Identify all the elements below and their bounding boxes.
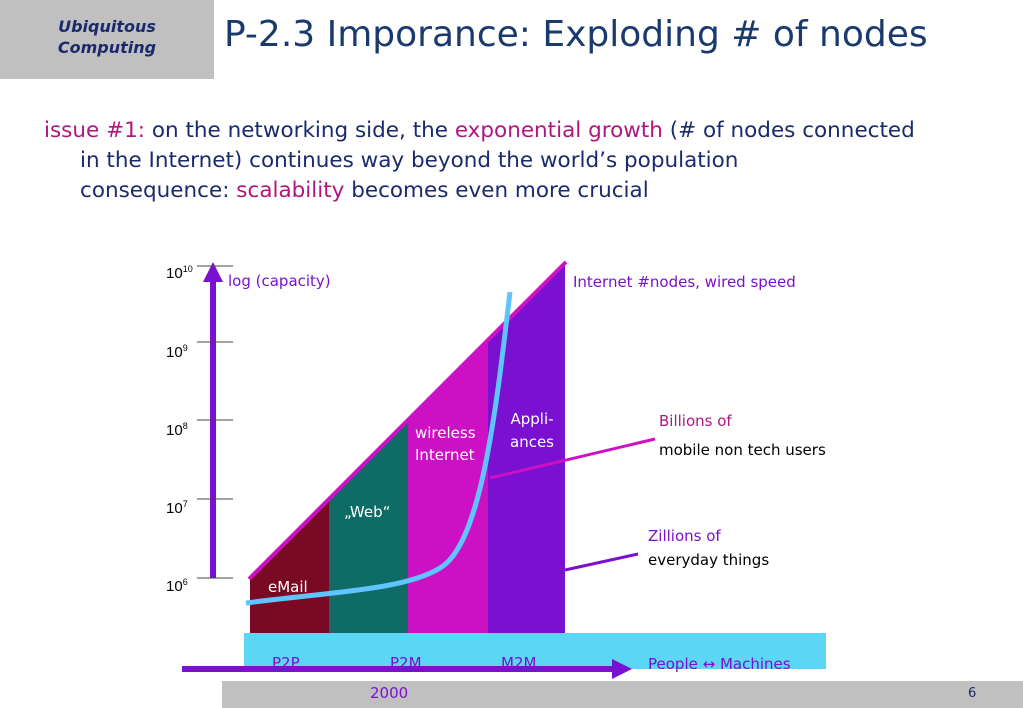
zillions-label-2: everyday things <box>648 551 769 569</box>
y-axis-label: log (capacity) <box>228 272 331 290</box>
segment-wireless <box>408 340 488 633</box>
email-label: eMail <box>268 578 308 596</box>
appliances-label-1: Appli- <box>510 410 553 428</box>
internet-nodes-label: Internet #nodes, wired speed <box>573 273 796 291</box>
logo-line-2: Computing <box>57 38 157 57</box>
billions-label-1: Billions of <box>659 412 732 430</box>
footer-bar <box>222 681 1023 708</box>
zillions-label-1: Zillions of <box>648 527 721 545</box>
logo-box: Ubiquitous Computing <box>0 0 214 79</box>
tick-label-1e7: 107 <box>166 499 188 517</box>
year-label: 2000 <box>370 684 408 702</box>
billions-label-2: mobile non tech users <box>659 441 826 459</box>
page-number: 6 <box>968 686 977 701</box>
time-axis-arrowhead <box>612 659 632 679</box>
appliances-label-2: ances <box>510 433 554 451</box>
tick-label-1e10: 1010 <box>166 264 193 282</box>
tick-label-1e6: 106 <box>166 577 188 595</box>
growth-diagonal <box>247 260 568 581</box>
y-axis-arrowhead <box>203 262 223 282</box>
issue-line-2: in the Internet) continues way beyond th… <box>80 148 739 173</box>
exponential-curve <box>245 291 513 606</box>
billions-pointer-line <box>489 437 656 480</box>
wireless-label-2: Internet <box>415 446 475 464</box>
issue-line-3: consequence: scalability becomes even mo… <box>44 176 1004 206</box>
issue-label: issue #1: <box>44 118 146 143</box>
zillions-pointer-line <box>564 552 639 572</box>
highlight-scalability: scalability <box>236 178 345 203</box>
issue-text-c: becomes even more crucial <box>344 178 649 203</box>
issue-text-b: (# of nodes connected <box>662 118 915 143</box>
consequence-label: consequence: <box>80 178 237 203</box>
tick-label-1e9: 109 <box>166 343 188 361</box>
people-machines-label: People ↔ Machines <box>648 655 791 673</box>
bottom-bar <box>244 633 826 669</box>
wireless-label-1: wireless <box>415 424 476 442</box>
segment-web <box>329 420 408 633</box>
logo-line-1: Ubiquitous <box>58 17 156 36</box>
highlight-exponential-growth: exponential growth <box>454 118 663 143</box>
issue-text-a: on the networking side, the <box>145 118 455 143</box>
logo: Ubiquitous Computing <box>52 16 162 58</box>
tick-label-1e8: 108 <box>166 421 188 439</box>
segment-appliances <box>488 263 565 633</box>
issue-line-1: issue #1: on the networking side, the ex… <box>44 116 1004 146</box>
issue-text: issue #1: on the networking side, the ex… <box>44 116 1004 206</box>
slide-title: P-2.3 Imporance: Exploding # of nodes <box>224 14 928 55</box>
web-label: „Web“ <box>344 503 390 521</box>
